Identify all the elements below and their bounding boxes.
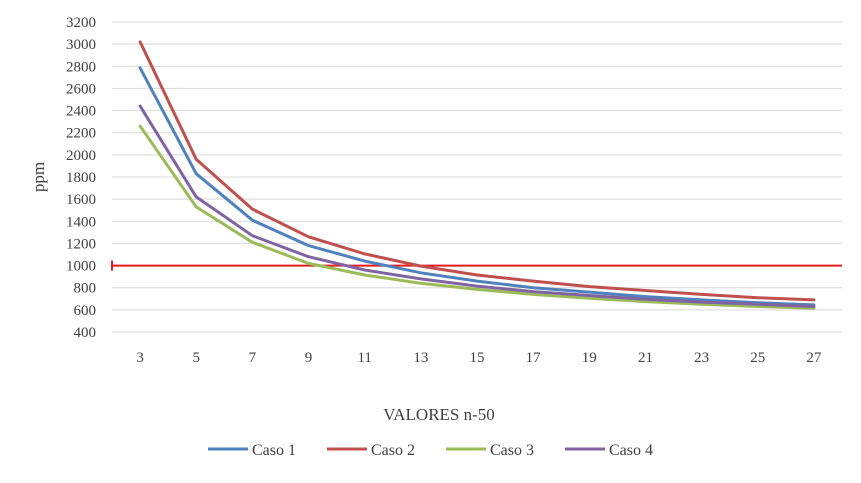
x-tick-label: 25 — [750, 350, 765, 366]
y-tick-label: 2200 — [66, 126, 96, 142]
reference-layer — [111, 260, 842, 271]
legend: Caso 1 Caso 2 Caso 3 Caso 4 — [208, 442, 653, 459]
series-layer — [138, 40, 816, 310]
x-tick-label: 13 — [413, 350, 428, 366]
x-tick-label: 23 — [694, 350, 709, 366]
series-line-caso-3 — [138, 124, 816, 310]
series-line-caso-4 — [138, 104, 816, 308]
series-line-caso-2 — [138, 40, 816, 302]
y-tick-label: 1400 — [66, 214, 96, 230]
y-tick-label: 2800 — [66, 59, 96, 75]
y-axis-ticks: 400 600 800 1000 1200 1400 1600 1800 2000 2200 240… — [66, 15, 96, 341]
legend-label-caso-2: Caso 2 — [371, 442, 415, 459]
y-tick-label: 1600 — [66, 192, 96, 208]
x-tick-label: 9 — [305, 350, 313, 366]
x-tick-label: 19 — [582, 350, 597, 366]
x-tick-label: 3 — [136, 350, 144, 366]
x-tick-label: 15 — [470, 350, 485, 366]
legend-label-caso-4: Caso 4 — [609, 442, 653, 459]
y-tick-label: 3000 — [66, 37, 96, 53]
x-tick-label: 17 — [526, 350, 542, 366]
y-tick-label: 800 — [74, 281, 97, 297]
y-axis-title: ppm — [29, 162, 48, 192]
x-tick-label: 27 — [806, 350, 822, 366]
x-axis-ticks: 3 5 7 9 11 13 15 17 19 21 23 25 27 — [136, 350, 822, 366]
y-tick-label: 2000 — [66, 148, 96, 164]
y-tick-label: 3200 — [66, 15, 96, 31]
x-tick-label: 7 — [249, 350, 257, 366]
x-tick-label: 21 — [638, 350, 653, 366]
y-tick-label: 1000 — [66, 259, 96, 275]
y-tick-label: 1200 — [66, 236, 96, 252]
x-axis-title: VALORES n-50 — [383, 405, 495, 424]
legend-label-caso-3: Caso 3 — [490, 442, 534, 459]
x-tick-label: 11 — [357, 350, 371, 366]
y-tick-label: 1800 — [66, 170, 96, 186]
y-tick-label: 2600 — [66, 81, 96, 97]
y-tick-label: 2400 — [66, 104, 96, 120]
x-tick-label: 5 — [192, 350, 200, 366]
y-tick-label: 400 — [74, 325, 97, 341]
y-tick-label: 600 — [74, 303, 97, 319]
series-line-caso-1 — [138, 66, 816, 307]
legend-label-caso-1: Caso 1 — [252, 442, 296, 459]
